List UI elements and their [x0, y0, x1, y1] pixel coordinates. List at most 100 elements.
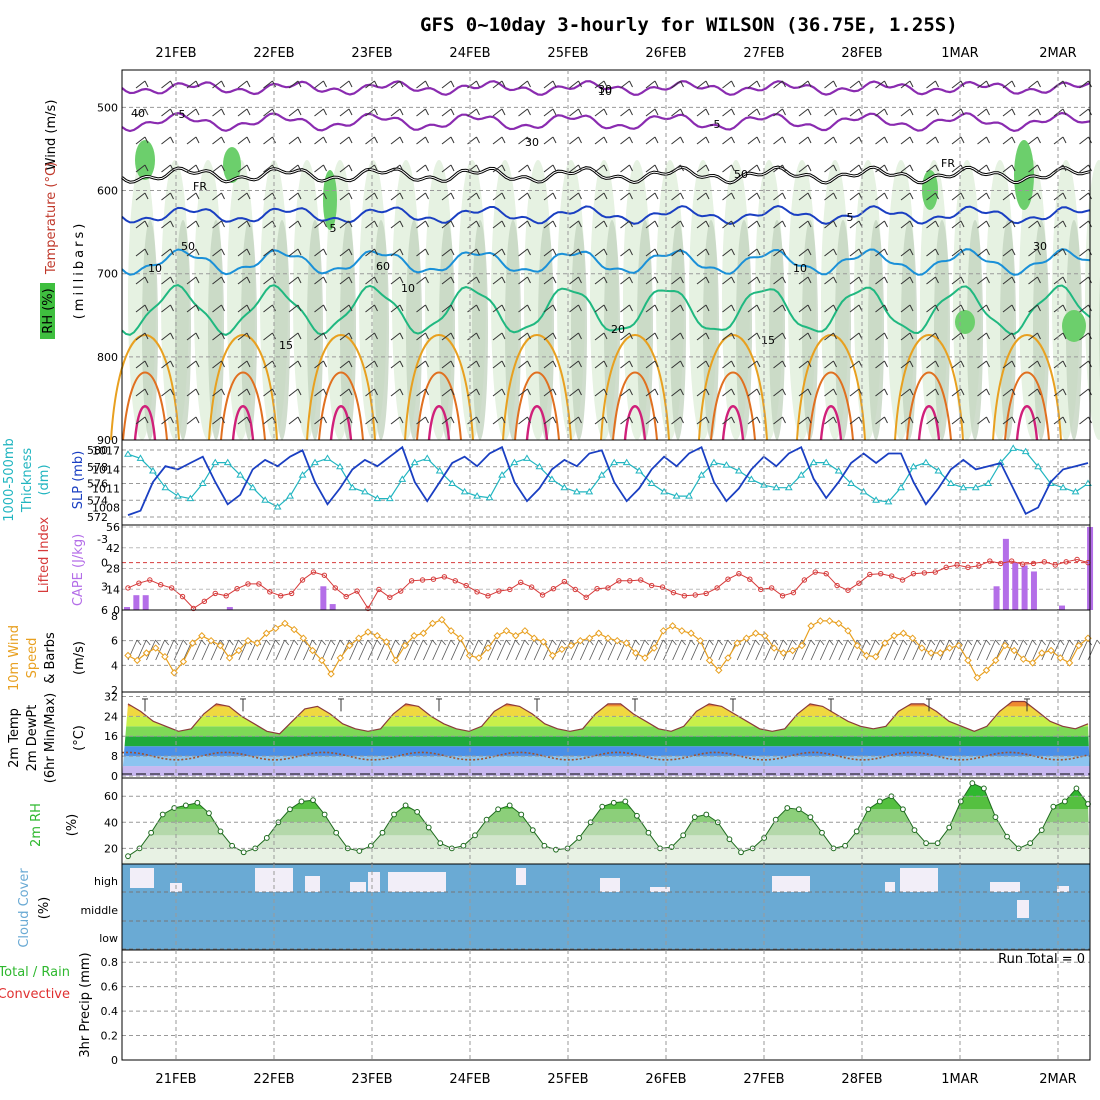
li-tick: -3 — [97, 533, 108, 546]
rh-shade-dark — [472, 220, 488, 440]
wind-barb-flag — [195, 276, 200, 284]
cloud-gap — [650, 887, 670, 892]
wind-barb — [186, 388, 197, 397]
thickness-marker — [136, 454, 145, 461]
wind-barb — [747, 80, 758, 89]
wind-speed-marker — [235, 646, 243, 655]
wind-barb — [492, 416, 503, 425]
wind-barb-flag — [680, 108, 684, 116]
wind10-barb — [543, 639, 553, 661]
wind-barb-flag — [374, 360, 378, 368]
wind-barb — [390, 164, 401, 173]
wind10-barb — [487, 639, 498, 661]
precip-tick: 0.2 — [101, 1030, 119, 1043]
wind-barb — [186, 192, 197, 201]
wind-barb-flag — [221, 388, 225, 396]
wind-barb — [161, 136, 171, 145]
wind-speed-marker — [558, 645, 566, 654]
wind-barb — [314, 136, 324, 145]
wind-barb-flag — [246, 220, 251, 228]
thickness-marker — [572, 487, 581, 495]
rh-marker — [900, 806, 906, 813]
wind-barb-flag — [782, 416, 786, 424]
wind-barb-flag — [680, 388, 684, 396]
pressure-tick: 900 — [97, 434, 118, 447]
wind-barb-flag — [578, 80, 582, 88]
wind10-barb-flag — [238, 639, 243, 646]
wind-barb-flag — [297, 360, 302, 368]
wind-barb — [620, 108, 630, 117]
rh-tick: 20 — [104, 842, 118, 855]
wind-speed-marker — [595, 629, 603, 637]
wind-barb-flag — [833, 108, 837, 116]
wind-barb — [1028, 332, 1038, 341]
wind-barb — [186, 332, 197, 341]
wind10-barb — [1032, 639, 1042, 661]
wind-barb-flag — [782, 332, 786, 340]
wind-barb-flag — [170, 248, 174, 256]
li-marker — [550, 585, 557, 592]
wind10-barb-flag — [653, 639, 659, 646]
wind-barb — [747, 136, 758, 145]
wind-barb-flag — [195, 108, 200, 116]
li-marker — [212, 590, 218, 597]
wind-barb — [543, 220, 554, 229]
wind-barb — [288, 388, 299, 397]
wind-barb-flag — [654, 220, 659, 228]
thickness-marker — [161, 483, 170, 491]
wind-barb-flag — [884, 304, 888, 312]
wind-barb-flag — [909, 304, 914, 312]
pressure-tick: 700 — [97, 268, 118, 281]
wind-barb — [1028, 80, 1038, 89]
rh-shade-dark — [637, 220, 653, 440]
wind-barb — [1002, 108, 1013, 117]
wind-barb — [416, 108, 426, 117]
wind10-barb-flag — [265, 639, 271, 646]
wind-barb — [977, 332, 987, 341]
wind-tick: 2 — [111, 684, 118, 697]
wind-barb-flag — [552, 248, 557, 256]
wind10-barb-flag — [902, 639, 908, 646]
rh-marker — [992, 814, 999, 820]
cape-bar — [1012, 562, 1019, 610]
thickness-marker — [747, 475, 756, 482]
wind-barb-flag — [654, 332, 659, 340]
wind-barb-flag — [960, 332, 965, 340]
rh-shade-dark — [802, 220, 818, 440]
wind10-barb-flag — [828, 639, 834, 646]
wind-barb-flag — [501, 360, 506, 368]
wind10-barb — [367, 639, 378, 661]
wind-barb — [135, 360, 146, 369]
rh-shade-dark — [1000, 220, 1016, 440]
wind-barb — [926, 360, 936, 369]
wind-barb — [314, 164, 324, 173]
wind-barb — [849, 360, 860, 369]
wind-barb — [339, 136, 350, 145]
wind-barb — [951, 220, 962, 229]
wind-barb-flag — [629, 276, 633, 284]
wind10-barb — [801, 639, 812, 661]
wind10-barb — [626, 639, 636, 661]
wind-barb-flag — [476, 332, 480, 340]
wind-barb — [569, 416, 579, 425]
wind-barb — [620, 192, 630, 201]
wind-barb — [365, 304, 375, 313]
wind10-barb-flag — [773, 639, 779, 646]
wind-barb — [237, 248, 248, 257]
wind-barb-flag — [425, 360, 429, 368]
wind-barb-flag — [221, 80, 225, 88]
wind-barb-flag — [629, 332, 633, 340]
li-marker — [736, 570, 742, 577]
wind-barb — [1002, 304, 1013, 313]
contour-label: 10 — [401, 282, 415, 295]
wind10-barb — [395, 639, 406, 661]
thickness-1000-500-label: 1000-500mb — [2, 438, 17, 522]
thickness-marker — [897, 483, 905, 491]
rh-shade-dark — [1033, 220, 1049, 440]
li-marker — [681, 593, 688, 599]
wind-barb-flag — [986, 220, 990, 228]
temp-tick: 16 — [104, 730, 118, 743]
wind10-barb — [764, 639, 775, 661]
wind-barb — [798, 360, 809, 369]
